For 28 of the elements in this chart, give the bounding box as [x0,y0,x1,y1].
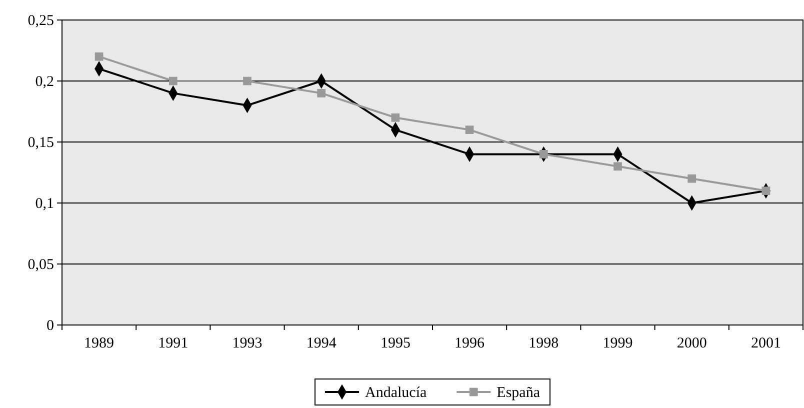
y-tick-label: 0,2 [35,74,54,90]
legend-label: España [496,385,540,401]
y-tick-label: 0,1 [35,196,54,212]
y-tick-label: 0,05 [28,256,54,273]
y-tick-label: 0,15 [28,134,54,151]
x-tick-label: 1989 [84,336,114,352]
point [94,52,104,61]
x-tick-label: 1998 [528,336,559,352]
x-tick-label: 1994 [306,336,337,352]
y-tick-label: 0 [46,318,54,334]
x-tick-label: 2001 [750,336,781,352]
x-tick-label: 1999 [602,336,633,352]
point [168,76,178,86]
point [243,76,252,86]
point [614,162,622,171]
legend-label: Andalucía [365,385,427,401]
x-tick-label: 2000 [676,336,707,352]
point [465,126,474,134]
x-tick-label: 1995 [380,336,410,352]
x-tick-label: 1993 [232,336,262,352]
y-tick-label: 0,25 [28,12,54,29]
point [762,186,770,195]
x-tick-label: 1996 [454,336,486,352]
point [539,150,548,158]
point [317,89,326,98]
x-tick-label: 1991 [158,336,188,352]
point [391,113,400,122]
point [688,174,696,183]
